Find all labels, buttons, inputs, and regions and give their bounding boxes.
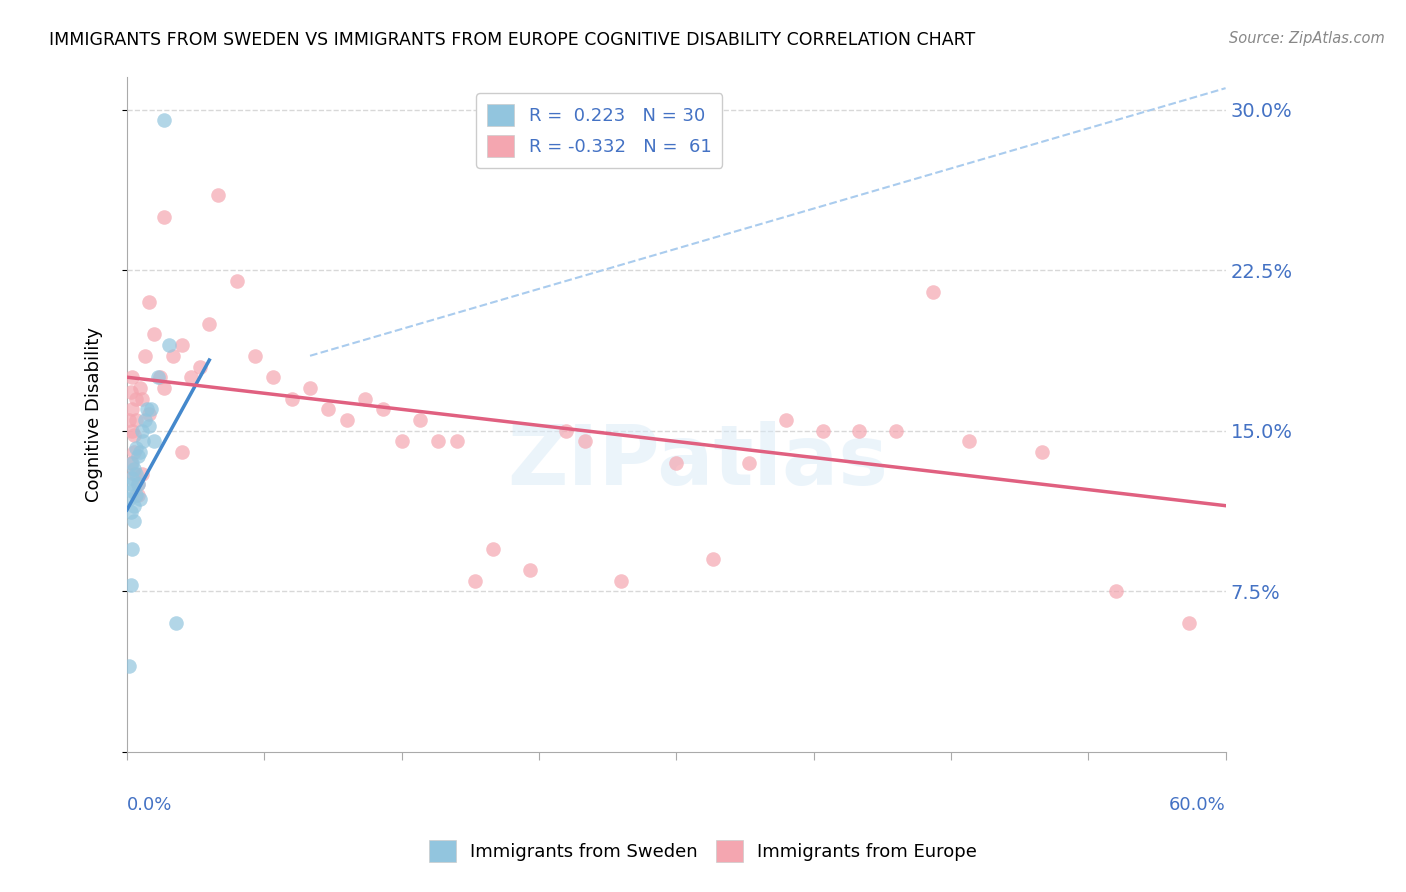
Point (122, 445, 145, 459)
Point (128, 381, 150, 395)
Point (127, 488, 149, 502)
Point (391, 434, 413, 449)
Point (132, 434, 155, 449)
Point (139, 402, 162, 417)
Text: Source: ZipAtlas.com: Source: ZipAtlas.com (1229, 31, 1385, 46)
Point (665, 456, 688, 470)
Point (373, 402, 395, 417)
Point (125, 441, 148, 455)
Point (165, 616, 187, 631)
Point (121, 483, 143, 498)
Point (138, 419, 160, 434)
Point (180, 370, 202, 384)
Point (127, 477, 149, 491)
Point (125, 413, 148, 427)
Point (464, 574, 486, 588)
Point (127, 450, 149, 464)
Point (262, 370, 284, 384)
Point (122, 499, 145, 513)
Point (122, 467, 145, 481)
Point (207, 188, 229, 202)
Point (122, 428, 145, 442)
Point (354, 392, 377, 406)
Point (146, 370, 169, 384)
Point (574, 434, 596, 449)
Point (318, 402, 340, 417)
Point (170, 338, 193, 352)
Point (120, 505, 142, 519)
Point (610, 574, 633, 588)
Point (125, 392, 148, 406)
Point (138, 407, 160, 421)
Point (848, 424, 870, 438)
Point (427, 434, 450, 449)
Point (120, 477, 142, 491)
Point (131, 392, 153, 406)
Point (446, 434, 468, 449)
Point (120, 456, 142, 470)
Text: 0.0%: 0.0% (127, 796, 173, 814)
Point (162, 349, 184, 363)
Point (131, 467, 153, 481)
Point (118, 492, 141, 507)
Point (1178, 616, 1201, 631)
Point (121, 402, 143, 417)
Point (121, 541, 143, 556)
Point (121, 370, 143, 384)
Text: 60.0%: 60.0% (1168, 796, 1226, 814)
Point (811, 424, 834, 438)
Point (775, 413, 797, 427)
Point (1105, 584, 1128, 599)
Point (299, 381, 322, 395)
Point (134, 349, 156, 363)
Point (122, 462, 145, 476)
Point (122, 514, 145, 528)
Point (170, 445, 193, 459)
Point (143, 327, 166, 342)
Text: ZIPatlas: ZIPatlas (508, 421, 889, 502)
Point (136, 402, 159, 417)
Point (125, 467, 148, 481)
Point (152, 381, 174, 395)
Point (149, 370, 172, 384)
Point (243, 349, 266, 363)
Point (157, 338, 180, 352)
Point (152, 113, 174, 128)
Point (121, 456, 143, 470)
Point (120, 578, 142, 592)
Point (482, 541, 505, 556)
Point (409, 413, 432, 427)
Point (1031, 445, 1053, 459)
Point (555, 424, 578, 438)
Point (957, 434, 980, 449)
Legend: R =  0.223   N = 30, R = -0.332   N =  61: R = 0.223 N = 30, R = -0.332 N = 61 (477, 93, 723, 168)
Point (128, 492, 150, 507)
Point (118, 413, 141, 427)
Point (188, 359, 211, 374)
Point (120, 385, 142, 400)
Point (138, 295, 160, 310)
Point (336, 413, 359, 427)
Point (884, 424, 907, 438)
Point (143, 434, 166, 449)
Point (702, 552, 724, 566)
Point (519, 563, 541, 577)
Text: IMMIGRANTS FROM SWEDEN VS IMMIGRANTS FROM EUROPE COGNITIVE DISABILITY CORRELATIO: IMMIGRANTS FROM SWEDEN VS IMMIGRANTS FRO… (49, 31, 976, 49)
Point (921, 285, 943, 299)
Legend: Immigrants from Sweden, Immigrants from Europe: Immigrants from Sweden, Immigrants from … (422, 833, 984, 870)
Point (118, 659, 141, 673)
Point (128, 445, 150, 459)
Point (280, 392, 302, 406)
Point (225, 274, 247, 288)
Point (738, 456, 761, 470)
Point (131, 424, 153, 438)
Point (121, 424, 143, 438)
Point (127, 477, 149, 491)
Point (198, 317, 221, 331)
Point (152, 210, 174, 224)
Point (134, 413, 156, 427)
Point (121, 471, 143, 485)
Y-axis label: Cognitive Disability: Cognitive Disability (86, 327, 103, 502)
Point (125, 488, 148, 502)
